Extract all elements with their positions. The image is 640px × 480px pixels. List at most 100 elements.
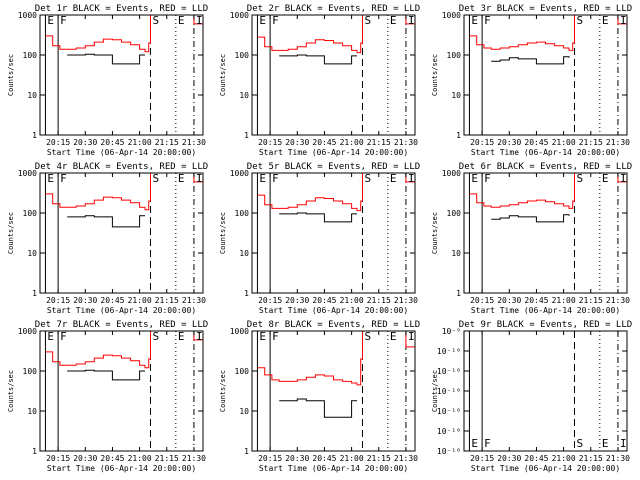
x-tick-label: 21:30 [394, 138, 418, 147]
marker-label-e: E [602, 172, 609, 185]
y-tick-label: 10 [239, 407, 249, 416]
plot-area [468, 15, 627, 135]
plot-area [468, 173, 627, 293]
x-tick-label: 20:15 [46, 138, 70, 147]
plot-area [256, 15, 415, 135]
x-axis-label: Start Time (06-Apr-14 20:00:00) [259, 148, 408, 157]
plot-frame [251, 330, 416, 452]
y-tick-label: 1000 [230, 327, 249, 336]
marker-label-i: I [196, 14, 203, 27]
marker-label-f: F [60, 14, 67, 27]
events-series-line [279, 398, 357, 418]
plot-area [468, 331, 619, 451]
lld-series-line [45, 15, 203, 53]
y-tick-label: 10 [451, 91, 461, 100]
marker-label-e: E [259, 330, 266, 343]
x-axis-label: Start Time (06-Apr-14 20:00:00) [471, 306, 620, 315]
y-tick-label: 1000 [442, 169, 461, 178]
marker-label-s: S [364, 330, 371, 343]
plot-area [44, 331, 203, 451]
lld-series-line [45, 173, 203, 211]
events-series-line [67, 53, 145, 65]
y-tick-label: 1000 [230, 169, 249, 178]
y-tick-label: 10 [451, 249, 461, 258]
x-tick-label: 21:00 [552, 454, 576, 463]
events-series-line [279, 212, 357, 223]
y-axis-label: Counts/sec [431, 212, 439, 254]
y-tick-label: 10 [239, 91, 249, 100]
chart-title: Det 2r BLACK = Events, RED = LLD [247, 4, 420, 14]
marker-label-e: E [259, 172, 266, 185]
chart-title: Det 5r BLACK = Events, RED = LLD [247, 162, 420, 172]
y-tick-label: 10⁻¹⁰ [437, 367, 461, 376]
marker-label-i: I [196, 172, 203, 185]
x-tick-label: 21:00 [340, 454, 364, 463]
x-axis-label: Start Time (06-Apr-14 20:00:00) [47, 464, 196, 473]
marker-label-e: E [471, 172, 478, 185]
x-tick-label: 20:45 [524, 454, 548, 463]
marker-label-e: E [47, 172, 54, 185]
x-axis-label: Start Time (06-Apr-14 20:00:00) [471, 148, 620, 157]
x-tick-label: 21:30 [182, 138, 206, 147]
marker-label-e: E [178, 172, 185, 185]
x-tick-label: 20:15 [258, 454, 282, 463]
y-tick-label: 100 [235, 51, 250, 60]
y-tick-label: 1 [244, 447, 249, 456]
y-tick-label: 1 [456, 131, 461, 140]
y-tick-label: 10 [239, 249, 249, 258]
x-tick-label: 21:15 [367, 296, 391, 305]
x-tick-label: 21:00 [128, 454, 152, 463]
y-tick-label: 1 [244, 131, 249, 140]
marker-label-e: E [390, 330, 397, 343]
events-series-line [67, 215, 145, 228]
x-tick-label: 20:45 [312, 454, 336, 463]
y-tick-label: 1 [456, 289, 461, 298]
x-tick-label: 21:00 [128, 296, 152, 305]
marker-label-e: E [602, 14, 609, 27]
y-tick-label: 100 [23, 209, 38, 218]
marker-label-e: E [259, 14, 266, 27]
marker-label-e: E [471, 437, 478, 450]
plot-frame [251, 172, 416, 294]
x-tick-label: 21:15 [579, 138, 603, 147]
y-tick-label: 1 [32, 289, 37, 298]
marker-label-s: S [152, 172, 159, 185]
y-axis-label: Counts/sec [431, 54, 439, 96]
y-axis-label: Counts/sec [219, 212, 227, 254]
x-tick-label: 20:45 [312, 138, 336, 147]
y-tick-label: 100 [447, 209, 462, 218]
x-tick-label: 20:15 [258, 138, 282, 147]
marker-label-i: I [196, 330, 203, 343]
events-series-line [491, 214, 570, 223]
x-tick-label: 21:30 [606, 296, 630, 305]
x-tick-label: 20:30 [497, 138, 521, 147]
marker-label-i: I [620, 437, 627, 450]
x-tick-label: 20:30 [73, 138, 97, 147]
x-tick-label: 21:00 [340, 296, 364, 305]
y-tick-label: 100 [235, 367, 250, 376]
y-tick-label: 10 [27, 91, 37, 100]
marker-label-i: I [408, 330, 415, 343]
chart-title: Det 1r BLACK = Events, RED = LLD [35, 4, 208, 14]
plot-frame [39, 172, 204, 294]
lld-series-line [257, 173, 415, 212]
marker-label-s: S [576, 437, 583, 450]
x-tick-label: 20:45 [524, 296, 548, 305]
chart-title: Det 3r BLACK = Events, RED = LLD [459, 4, 632, 14]
chart-title: Det 9r BLACK = Events, RED = LLD [459, 320, 632, 330]
x-tick-label: 21:15 [579, 296, 603, 305]
x-tick-label: 21:30 [394, 454, 418, 463]
x-tick-label: 21:00 [552, 138, 576, 147]
marker-label-s: S [152, 14, 159, 27]
plot-area [44, 15, 203, 135]
plot-frame [39, 330, 204, 452]
x-tick-label: 20:30 [73, 296, 97, 305]
x-tick-label: 21:00 [340, 138, 364, 147]
y-tick-label: 1 [244, 289, 249, 298]
y-axis-label: Counts/sec [7, 54, 15, 96]
